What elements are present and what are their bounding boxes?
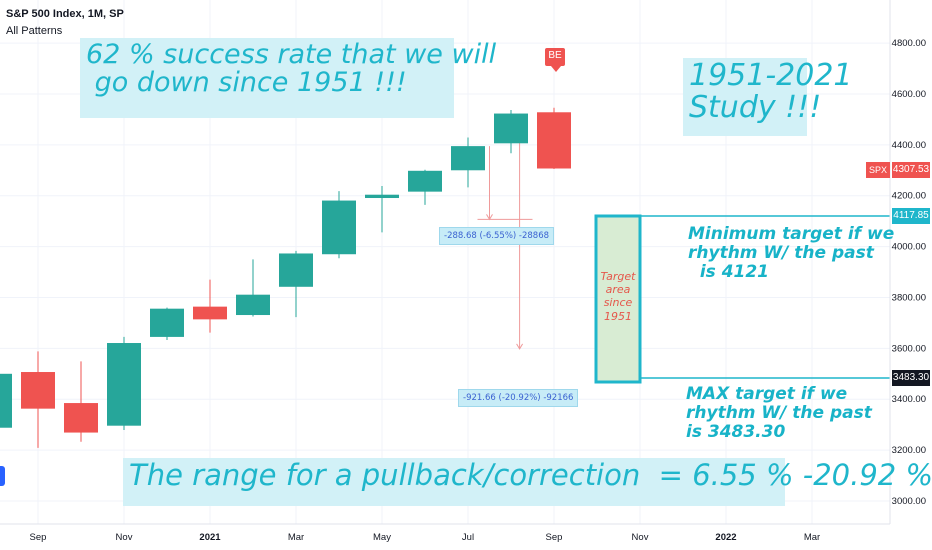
x-tick-label: Nov [632,532,649,543]
target-area-label: Target area since 1951 [600,270,636,323]
measure-arrowhead-small [486,214,493,221]
candle-body [193,306,227,320]
x-tick-label: 2022 [715,532,736,543]
candle-body [494,113,528,144]
last-price-symbol-badge: SPX [866,162,890,178]
last-price-badge: 4307.53 [892,162,930,178]
pattern-badge[interactable]: BE [545,48,565,66]
study-note: 1951-2021 Study !!! [683,58,853,136]
x-tick-label: Nov [116,532,133,543]
max-target-note: MAX target if we rhythm W/ the past is 3… [686,384,872,443]
range-note: The range for a pullback/correction = 6.… [123,458,932,506]
min-level-badge: 4117.85 [892,208,930,224]
x-tick-label: 2021 [199,532,221,543]
pattern-badge-pointer [551,66,561,72]
candle-body [150,308,184,337]
measure-label-large[interactable]: -921.66 (-20.92%) -92166 [458,389,579,407]
candle-body [64,403,98,433]
x-tick-label: Sep [546,532,563,543]
success-rate-note: 62 % success rate that we will go down s… [80,38,496,118]
price-axis: 3000.00 3200.00 3400.00 3600.00 3800.00 4000.… [892,38,926,507]
candle-body [537,112,571,169]
target-area-box[interactable] [594,214,642,384]
time-axis: Sep Nov 2021 Mar May Jul Sep Nov 2022 Mar [30,532,821,543]
y-tick-label: 4200.00 [892,191,926,202]
y-tick-label: 3600.00 [892,343,926,354]
measure-label-small[interactable]: -288.68 (-6.55%) -28868 [439,227,555,245]
x-tick-label: Sep [30,532,47,543]
y-tick-label: 3800.00 [892,292,926,303]
y-tick-label: 4400.00 [892,140,926,151]
y-tick-label: 3000.00 [892,496,926,507]
candle-body [365,194,399,199]
candle-body [21,372,55,409]
min-target-note: Minimum target if we rhythm W/ the past … [688,224,895,283]
y-tick-label: 4000.00 [892,242,926,253]
max-level-badge: 3483.30 [892,370,930,386]
y-tick-label: 4600.00 [892,89,926,100]
candle-body [236,294,270,316]
measure-arrowhead-large [516,343,524,350]
indicator-label[interactable]: All Patterns [6,25,63,37]
x-tick-label: Jul [462,532,474,543]
candle-body [279,253,313,287]
symbol-title[interactable]: S&P 500 Index, 1M, SP [6,8,124,20]
y-tick-label: 4800.00 [892,38,926,49]
y-tick-label: 3200.00 [892,445,926,456]
candle-body [322,200,356,255]
x-tick-label: Mar [288,532,304,543]
candle-body [0,373,12,428]
side-handle[interactable] [0,466,5,486]
candles [0,107,571,448]
candle-body [107,343,141,426]
y-tick-label: 3400.00 [892,394,926,405]
x-tick-label: May [373,532,391,543]
x-tick-label: Mar [804,532,820,543]
candle-body [451,146,485,171]
candle-body [408,170,442,192]
